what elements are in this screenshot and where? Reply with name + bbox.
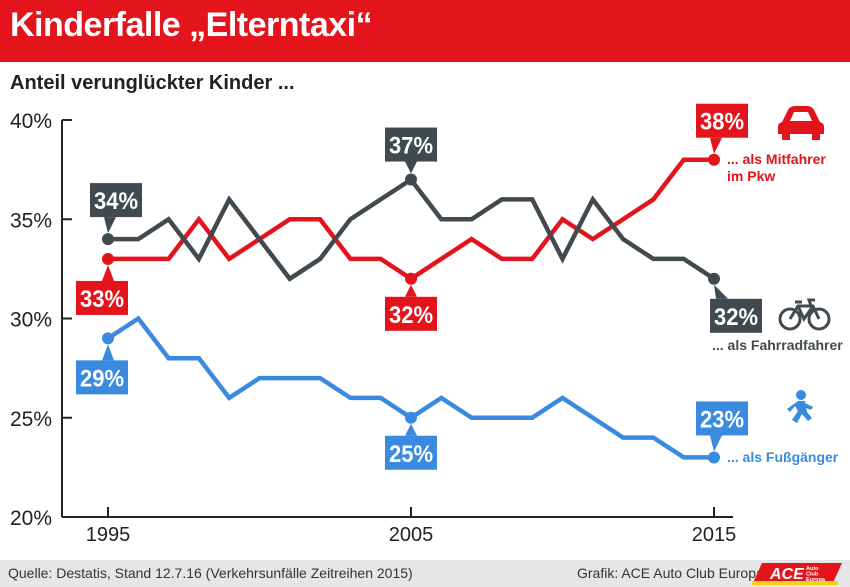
- callout-label: 25%: [389, 441, 433, 468]
- callout-pointer: [405, 161, 417, 174]
- callout-pointer: [710, 137, 722, 154]
- callout-label: 29%: [80, 365, 124, 392]
- car-wheel: [812, 134, 820, 140]
- source-note: Quelle: Destatis, Stand 12.7.16 (Verkehr…: [8, 565, 413, 581]
- bicycle-wheel: [807, 307, 831, 331]
- car-window: [790, 112, 812, 121]
- chart-subtitle: Anteil verunglückter Kinder ...: [10, 72, 295, 94]
- y-tick-label: 30%: [10, 309, 52, 332]
- callout-box: [385, 435, 437, 470]
- graphic-credit: Grafik: ACE Auto Club Europa: [577, 565, 764, 581]
- pedestrian-arm: [804, 403, 813, 410]
- legend-label-mitfahrer: ... als Mitfahrer: [727, 151, 826, 167]
- x-tick-label: 1995: [86, 524, 131, 546]
- callout-label: 32%: [389, 302, 433, 329]
- callout-box: [385, 296, 437, 331]
- car-wheel: [782, 134, 790, 140]
- x-tick-label: 2005: [389, 524, 434, 546]
- logo-sub-line: Auto: [806, 566, 819, 572]
- callout-label: 32%: [714, 304, 758, 331]
- callout-pointer: [405, 284, 417, 297]
- data-point-marker: [102, 233, 114, 246]
- callout-box: [76, 280, 128, 315]
- pedestrian-body: [787, 401, 812, 423]
- data-point-marker: [405, 173, 417, 186]
- legend-label-fahrrad: ... als Fahrradfahrer: [712, 337, 843, 353]
- x-tick-label: 2015: [692, 524, 737, 546]
- y-tick-label: 35%: [10, 209, 52, 232]
- callout-pointer: [102, 344, 114, 361]
- page-title: Kinderfalle „Elterntaxi“: [10, 6, 373, 44]
- callout-label: 33%: [80, 286, 124, 313]
- data-point-marker: [708, 272, 720, 285]
- chart-axes: 20% 25% 30% 35% 40% 1995 2005 2015: [10, 110, 736, 546]
- data-point-marker: [405, 411, 417, 424]
- data-point-marker: [708, 153, 720, 166]
- logo-text: ACE: [769, 566, 805, 583]
- bicycle-wheel: [778, 307, 802, 331]
- callout-pointer: [104, 217, 116, 234]
- legend-label-fussgaenger: ... als Fußgänger: [727, 449, 839, 465]
- callout-label: 23%: [700, 406, 744, 433]
- y-tick-label: 40%: [10, 110, 52, 133]
- header-bar: Kinderfalle „Elterntaxi“: [0, 0, 850, 62]
- car-icon: [778, 106, 824, 140]
- callout-box: [90, 183, 142, 218]
- callout-box: [385, 127, 437, 162]
- data-point-marker: [102, 332, 114, 345]
- ace-logo: ACE Auto Club Europa: [752, 563, 842, 585]
- y-tick-label: 20%: [10, 507, 52, 530]
- bicycle-icon: [778, 298, 831, 331]
- data-point-marker: [708, 451, 720, 464]
- callout-pointer: [714, 284, 728, 299]
- callout-box: [710, 298, 762, 333]
- logo-sub-line: Europa: [806, 577, 826, 583]
- callout-box: [696, 401, 748, 436]
- bicycle-frame: [788, 298, 821, 323]
- pedestrian-head: [796, 390, 806, 400]
- footer-bar: Quelle: Destatis, Stand 12.7.16 (Verkehr…: [0, 560, 850, 587]
- callout-label: 38%: [700, 109, 744, 136]
- callout-pointer: [710, 435, 722, 452]
- callout-pointer: [102, 264, 114, 281]
- callout-box: [696, 103, 748, 138]
- callout-label: 34%: [94, 188, 138, 215]
- chart-annotations: 34% 33% 29% 37% 32% 25% 38% 32% 23%: [76, 103, 762, 470]
- line-chart: 20% 25% 30% 35% 40% 1995 2005 2015 34% 33% 29% 37%…: [10, 103, 843, 546]
- data-point-marker: [405, 272, 417, 285]
- logo-sub-line: Club: [806, 572, 819, 578]
- data-point-marker: [102, 252, 114, 265]
- series-line-fahrrad: [108, 176, 716, 282]
- callout-pointer: [405, 423, 417, 436]
- legend-label-mitfahrer: im Pkw: [727, 168, 775, 184]
- callout-label: 37%: [389, 133, 433, 160]
- pedestrian-icon: [787, 390, 813, 423]
- callout-box: [76, 360, 128, 395]
- y-tick-label: 25%: [10, 408, 52, 431]
